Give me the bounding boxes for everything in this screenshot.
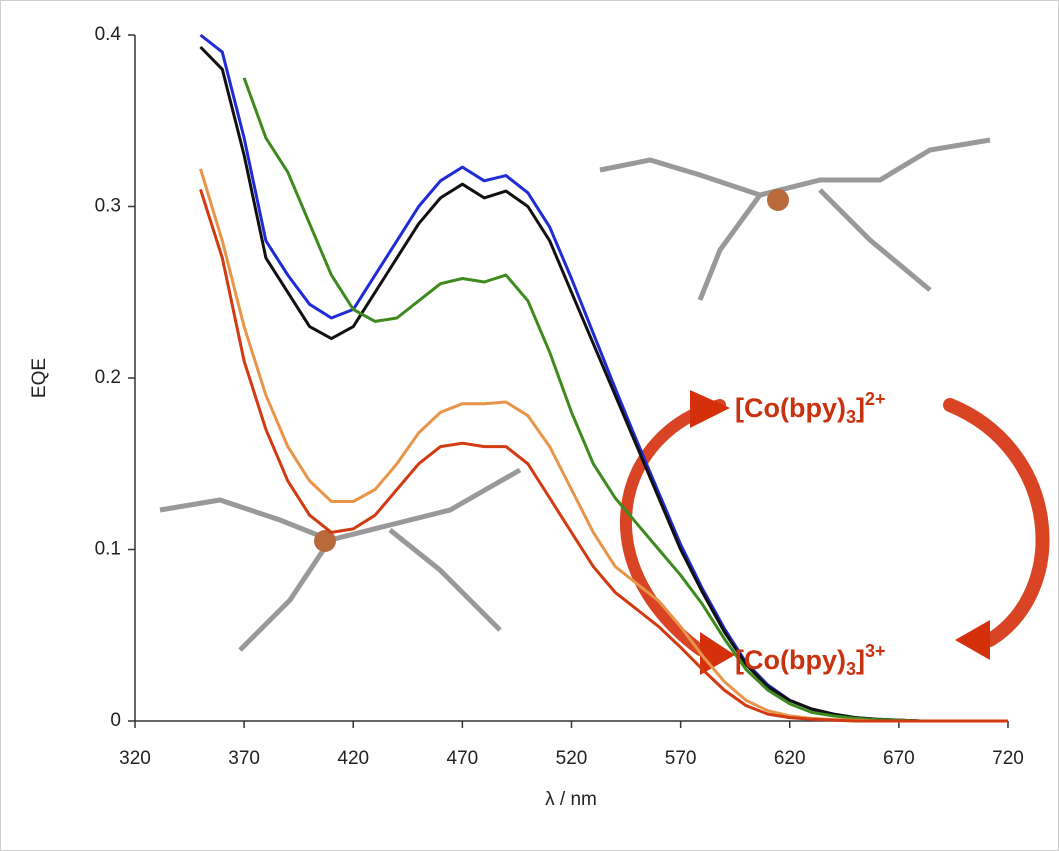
annotation: [Co(bpy)3]2+: [735, 389, 886, 427]
x-tick-label: 370: [228, 748, 260, 769]
x-tick-label: 570: [665, 748, 697, 769]
x-tick-label: 420: [337, 748, 369, 769]
annotation-part: 2+: [865, 389, 886, 409]
annotation-part: [Co(bpy): [735, 645, 846, 675]
annotation-part: 3: [846, 659, 856, 679]
y-tick-label: 0.1: [95, 539, 121, 560]
annotation-part: ]: [856, 645, 865, 675]
annotation-part: [Co(bpy): [735, 393, 846, 423]
x-tick-label: 670: [883, 748, 915, 769]
x-axis-label: λ / nm: [545, 789, 597, 810]
y-tick-label: 0.3: [95, 196, 121, 217]
y-axis-label: EQE: [29, 358, 50, 398]
x-tick-label: 520: [556, 748, 588, 769]
chart: EQE λ / nm 0 0.1 0.2 0.3 0.4 320 370 420 470 520 5…: [0, 0, 1059, 851]
x-tick-label: 470: [447, 748, 479, 769]
annotation-part: 3+: [865, 641, 886, 661]
x-tick-label: 320: [119, 748, 151, 769]
x-tick-label: 620: [774, 748, 806, 769]
annotation-part: ]: [856, 393, 865, 423]
annotation: [Co(bpy)3]3+: [735, 641, 886, 679]
metal-atom: [767, 189, 789, 211]
body: EQE λ / nm 0 0.1 0.2 0.3 0.4 320 370 420 470 520 5…: [0, 0, 1059, 851]
page: {"chart_data": {"type": "line", "x_label…: [0, 0, 1059, 851]
annotation-part: 3: [846, 407, 856, 427]
frame: [1, 1, 1059, 851]
x-tick-label: 720: [992, 748, 1024, 769]
y-tick-label: 0.2: [95, 367, 121, 388]
y-tick-label: 0.4: [95, 24, 122, 45]
y-tick-label: 0: [110, 710, 121, 731]
